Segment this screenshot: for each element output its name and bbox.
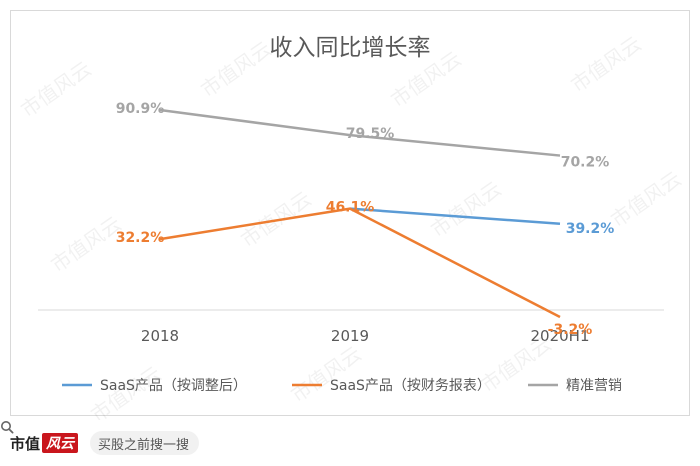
watermark-text: 市值风云 [46,211,125,277]
chart-title: 收入同比增长率 [270,35,431,61]
watermark-text: 市值风云 [606,166,685,232]
brand-badge: 风云 [42,433,79,453]
legend-label: 精准营销 [566,378,622,394]
search-icon [1,421,14,434]
brand-text: 市值 [10,434,41,453]
watermark-text: 市值风云 [16,56,95,122]
watermark-text: 市值风云 [196,36,275,102]
x-tick-label: 2018 [141,327,179,345]
watermark-text: 市值风云 [566,31,645,97]
data-label: 32.2% [116,230,165,246]
x-tick-label: 2019 [331,327,369,345]
footer-bar: 市值 风云 买股之前搜一搜 [0,420,700,466]
chart-frame [10,10,690,416]
series-line-2 [159,207,561,319]
data-label: 39.2% [566,221,615,237]
watermark-text: 市值风云 [286,341,365,407]
brand-logo[interactable]: 市值 风云 [10,433,79,454]
watermark-text: 市值风云 [426,176,505,242]
data-label: -3.2% [548,322,593,338]
series-line-1 [349,207,561,226]
data-label: 70.2% [561,155,610,171]
search-box[interactable]: 买股之前搜一搜 [1,421,200,455]
series-line-3 [159,108,561,157]
data-label: 79.5% [346,126,395,142]
data-label: 46.1% [326,200,375,216]
data-label: 90.9% [116,101,165,117]
legend-label: SaaS产品（按财务报表） [330,378,491,394]
legend-label: SaaS产品（按调整后） [100,378,247,394]
search-text: 买股之前搜一搜 [98,437,190,453]
x-tick-label: 2020H1 [531,327,590,345]
